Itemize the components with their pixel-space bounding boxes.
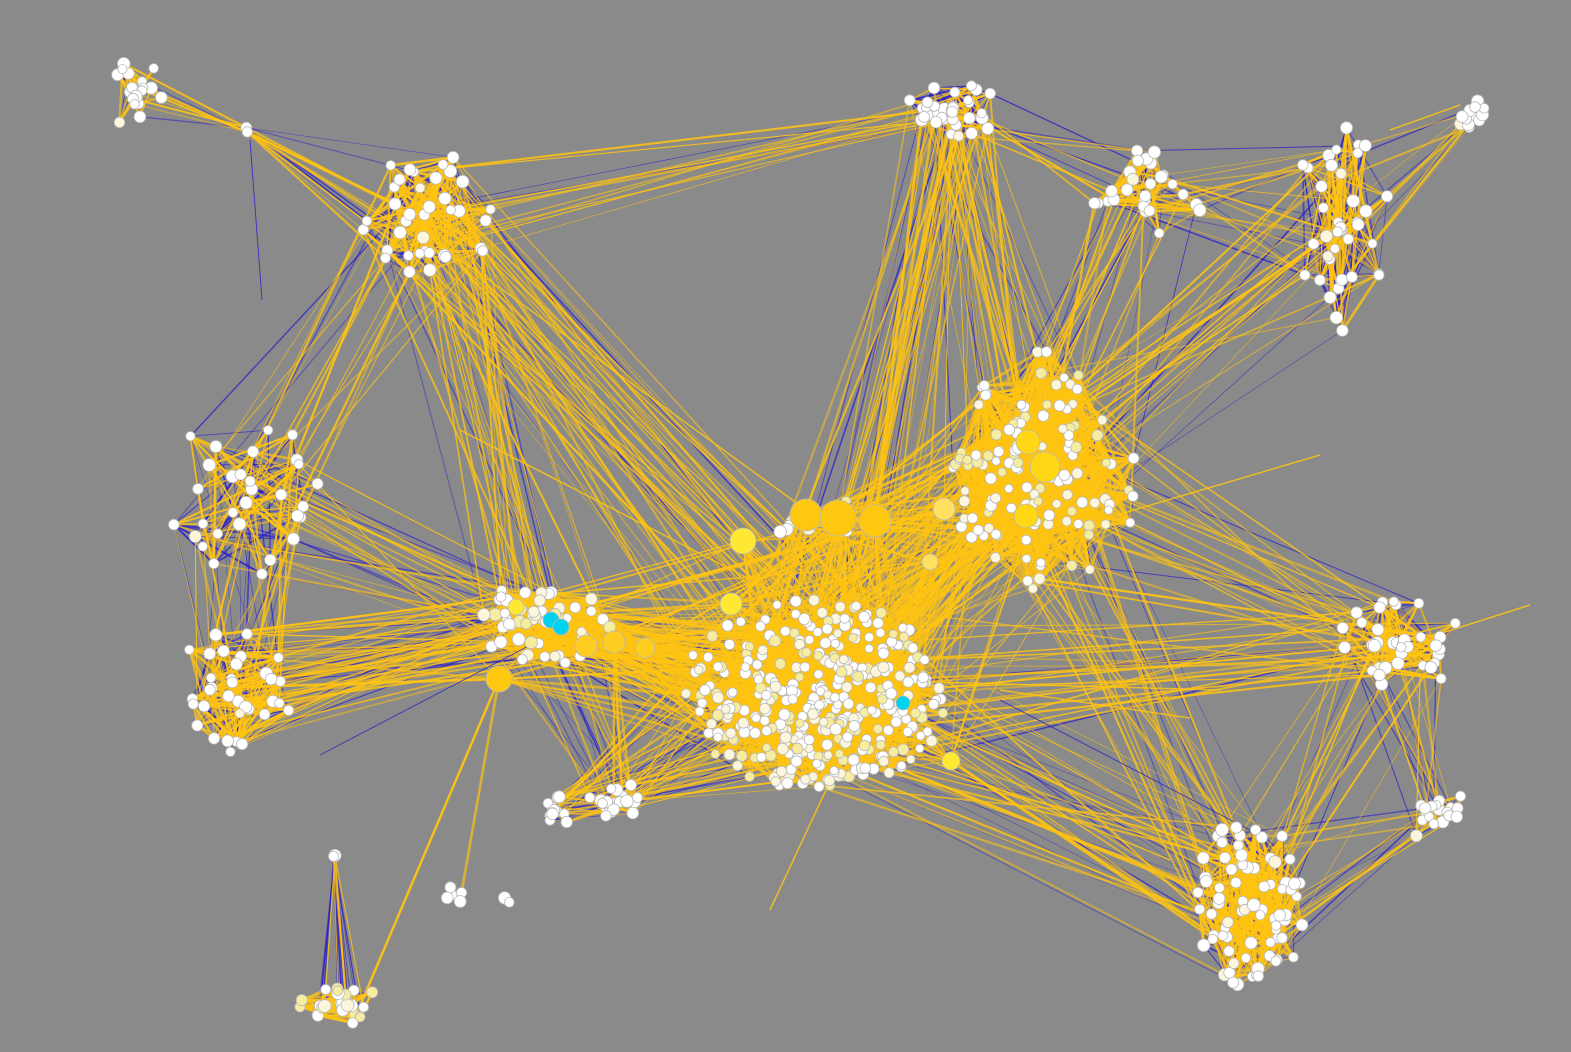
graph-edge xyxy=(173,523,215,565)
graph-edge xyxy=(980,351,1039,389)
graph-edge xyxy=(232,511,298,517)
graph-edge xyxy=(197,459,298,490)
graph-edge xyxy=(246,127,454,158)
graph-edge xyxy=(235,702,281,743)
graph-edge xyxy=(249,480,302,518)
graph-edge xyxy=(190,429,269,437)
graph-edge xyxy=(246,633,280,659)
graph-edge xyxy=(252,450,318,485)
graph-edge xyxy=(386,250,550,595)
graph-edge xyxy=(386,250,485,615)
graph-edge xyxy=(173,523,263,575)
graph-edge xyxy=(1378,196,1388,274)
graph-edge xyxy=(1032,564,1073,590)
graph-edge xyxy=(1356,602,1419,614)
graph-edge xyxy=(246,127,391,166)
graph-edge xyxy=(1378,667,1452,808)
graph-edge xyxy=(435,177,487,221)
graph-edge xyxy=(390,156,454,167)
graph-edge xyxy=(173,523,294,540)
graph-edge xyxy=(1133,204,1197,459)
graph-edge xyxy=(213,494,282,565)
graph-edge xyxy=(1345,127,1388,197)
graph-edge xyxy=(1337,145,1366,232)
graph-edge xyxy=(1137,145,1366,152)
graph-edge xyxy=(389,165,411,215)
graph-edge xyxy=(249,434,294,482)
graph-edge xyxy=(1301,164,1306,276)
